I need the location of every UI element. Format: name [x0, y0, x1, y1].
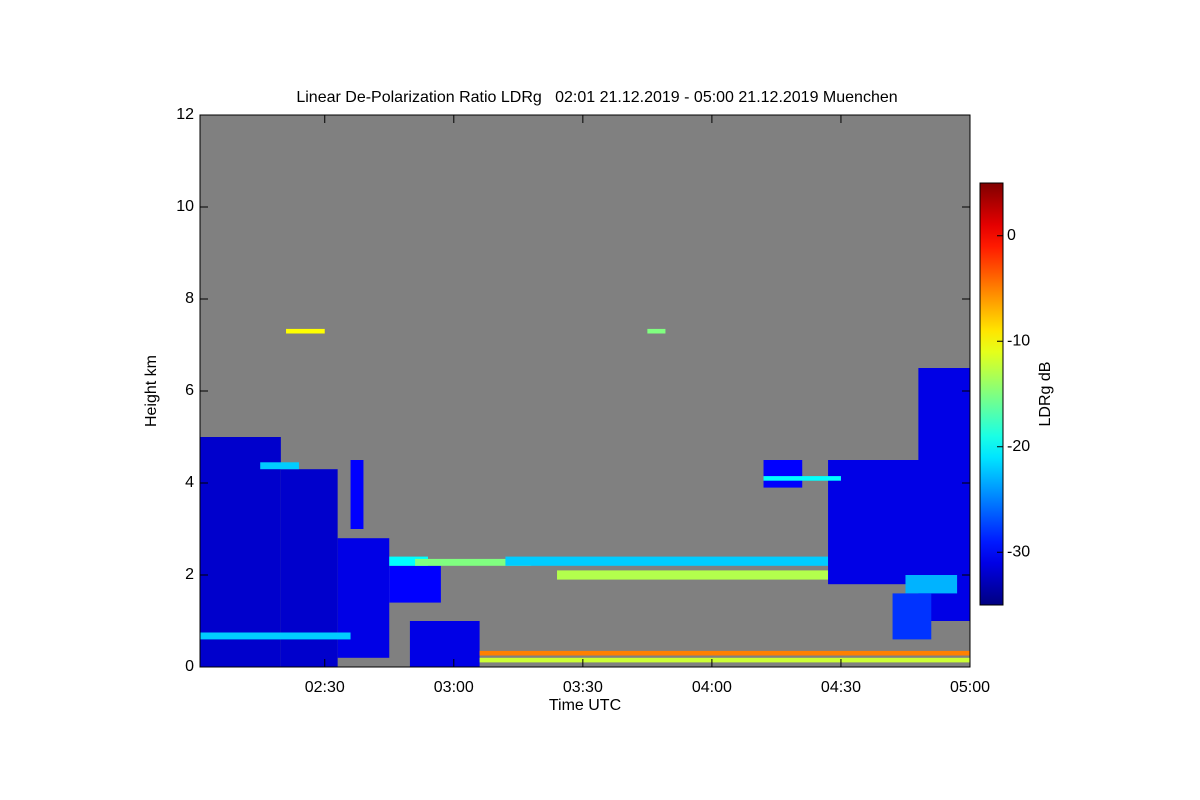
y-tick-label: 0 — [185, 658, 194, 675]
x-tick-label: 03:30 — [563, 679, 603, 696]
y-tick-label: 2 — [185, 566, 194, 583]
heatmap-cell — [557, 570, 867, 580]
colorbar-tick-label: -20 — [1007, 438, 1030, 455]
colorbar-label: LDRg dB — [1037, 362, 1054, 427]
heatmap-cell — [337, 538, 390, 658]
heatmap-cell — [905, 575, 958, 594]
y-tick-label: 4 — [185, 474, 194, 491]
x-tick-label: 05:00 — [950, 679, 990, 696]
heatmap-cell — [892, 593, 932, 640]
heatmap-cell — [763, 476, 841, 481]
colorbar-tick-label: 0 — [1007, 227, 1016, 244]
heatmap-cell — [389, 556, 428, 566]
y-tick-label: 10 — [176, 198, 194, 215]
x-axis-label: Time UTC — [549, 697, 621, 714]
heatmap-cell — [409, 621, 480, 667]
y-axis-label: Height km — [143, 355, 160, 427]
heatmap-cell — [415, 558, 532, 566]
heatmap-cell — [505, 556, 854, 566]
heatmap-cell — [389, 565, 441, 603]
colorbar-tick-label: -10 — [1007, 332, 1030, 349]
heatmap-cell — [479, 650, 970, 656]
colorbar — [979, 182, 1004, 606]
x-tick-label: 03:00 — [434, 679, 474, 696]
x-tick-label: 04:00 — [692, 679, 732, 696]
y-tick-label: 6 — [185, 382, 194, 399]
heatmap-cell — [350, 460, 364, 529]
heatmap-cell — [200, 437, 281, 667]
y-tick-label: 8 — [185, 290, 194, 307]
chart-title: Linear De-Polarization Ratio LDRg 02:01 … — [296, 89, 897, 106]
y-tick-label: 12 — [176, 106, 194, 123]
heatmap-cell — [828, 460, 932, 585]
heatmap-cell — [286, 328, 325, 334]
heatmap-cell — [200, 632, 351, 640]
heatmap-cell — [763, 460, 803, 488]
x-tick-label: 04:30 — [821, 679, 861, 696]
heatmap-cell — [479, 657, 970, 663]
colorbar-tick-label: -30 — [1007, 543, 1030, 560]
heatmap-cell — [647, 328, 666, 334]
heatmap-cell — [260, 462, 299, 470]
x-tick-label: 02:30 — [305, 679, 345, 696]
